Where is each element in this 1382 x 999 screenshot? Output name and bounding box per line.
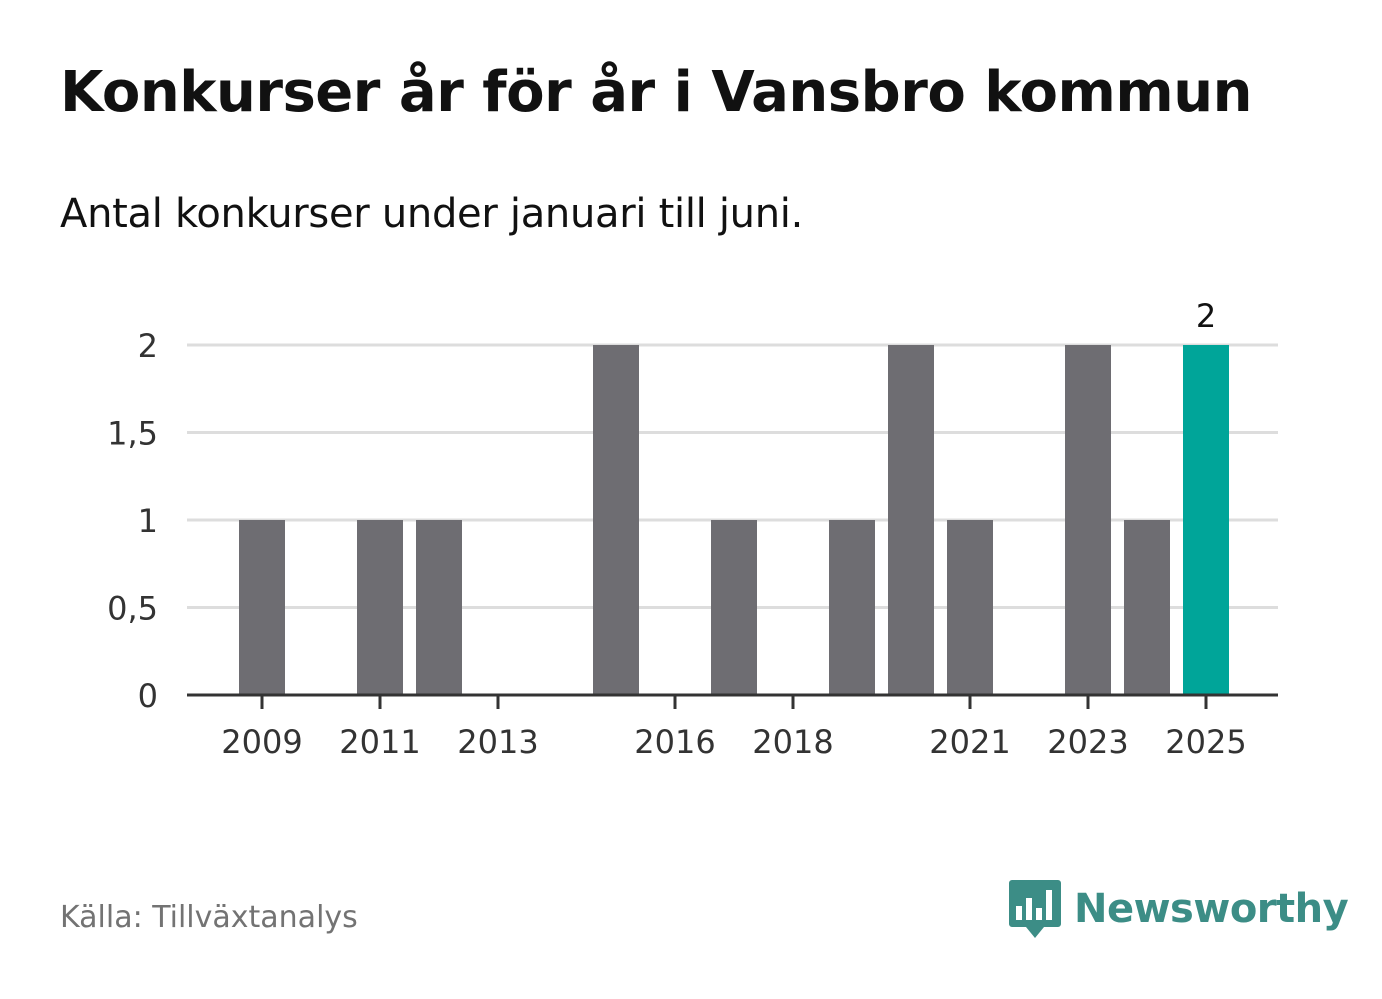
bar-2009 (239, 520, 285, 695)
x-tick-label: 2011 (339, 723, 420, 761)
y-tick-label: 0,5 (107, 590, 158, 628)
x-tick-label: 2016 (634, 723, 715, 761)
bar-2017 (711, 520, 757, 695)
bar-2011 (357, 520, 403, 695)
x-tick-label: 2021 (929, 723, 1010, 761)
chart-subtitle: Antal konkurser under januari till juni. (60, 191, 804, 237)
x-tick-label: 2018 (752, 723, 833, 761)
newsworthy-logo-icon (1009, 880, 1061, 938)
brand-name: Newsworthy (1074, 886, 1349, 932)
x-tick-label: 2013 (457, 723, 538, 761)
bar-2023 (1065, 345, 1111, 695)
bar-2021 (947, 520, 993, 695)
y-tick-label: 2 (138, 327, 158, 365)
y-tick-label: 1,5 (107, 415, 158, 453)
data-label: 2 (1196, 297, 1216, 335)
bar-2025 (1183, 345, 1229, 695)
brand-logo: Newsworthy (1008, 878, 1349, 940)
y-tick-label: 1 (138, 502, 158, 540)
source-note: Källa: Tillväxtanalys (60, 900, 358, 935)
bar-2024 (1124, 520, 1170, 695)
bar-chart: 0 0,5 1 1,5 2 2009 2011 2013 2016 2018 2021 2023 202… (107, 297, 1278, 761)
y-tick-label: 0 (138, 677, 158, 715)
bar-2020 (888, 345, 934, 695)
x-tick-label: 2023 (1047, 723, 1128, 761)
bar-2012 (416, 520, 462, 695)
bar-2019 (829, 520, 875, 695)
chart-title: Konkurser år för år i Vansbro kommun (60, 60, 1252, 125)
x-tick-label: 2025 (1165, 723, 1246, 761)
bar-2015 (593, 345, 639, 695)
x-tick-label: 2009 (221, 723, 302, 761)
